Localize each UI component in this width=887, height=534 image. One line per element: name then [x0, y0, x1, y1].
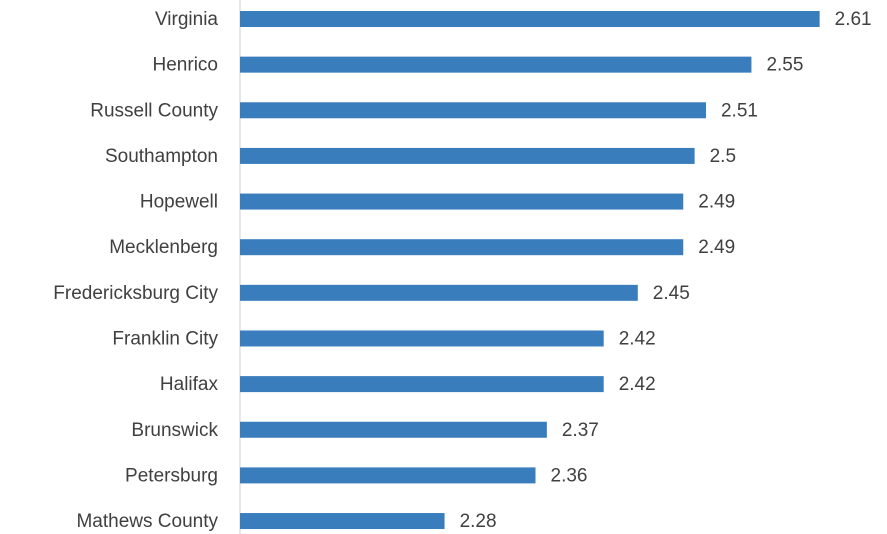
y-tick-label: Henrico	[153, 55, 218, 76]
bar	[240, 56, 752, 73]
y-tick-label: Mecklenberg	[109, 237, 218, 258]
bar	[240, 11, 820, 27]
bar	[240, 513, 445, 530]
y-tick-label: Halifax	[160, 374, 219, 395]
bar	[240, 239, 684, 256]
y-tick-label: Franklin City	[112, 328, 218, 349]
bar	[240, 284, 638, 301]
data-label: 2.49	[698, 237, 735, 258]
y-tick-label: Virginia	[155, 9, 218, 30]
data-label: 2.61	[835, 9, 872, 30]
data-label: 2.5	[710, 146, 736, 167]
y-tick-label: Russell County	[90, 100, 218, 121]
bar	[240, 193, 684, 210]
bar	[240, 102, 706, 119]
bar	[240, 330, 604, 347]
data-label: 2.55	[766, 55, 803, 76]
y-tick-label: Fredericksburg City	[53, 283, 218, 304]
bar	[240, 467, 536, 484]
y-tick-label: Mathews County	[76, 511, 218, 532]
bar	[240, 376, 604, 393]
data-label: 2.49	[698, 192, 735, 213]
y-tick-label: Southampton	[105, 146, 218, 167]
data-label: 2.28	[460, 511, 497, 532]
data-label: 2.51	[721, 100, 758, 121]
data-label: 2.37	[562, 420, 599, 441]
y-tick-label: Petersburg	[125, 465, 218, 486]
data-label: 2.42	[619, 328, 656, 349]
bar	[240, 421, 547, 438]
y-tick-label: Hopewell	[140, 192, 218, 213]
bar	[240, 147, 695, 164]
data-label: 2.45	[653, 283, 690, 304]
y-tick-label: Brunswick	[131, 420, 218, 441]
data-label: 2.36	[551, 465, 588, 486]
data-label: 2.42	[619, 374, 656, 395]
